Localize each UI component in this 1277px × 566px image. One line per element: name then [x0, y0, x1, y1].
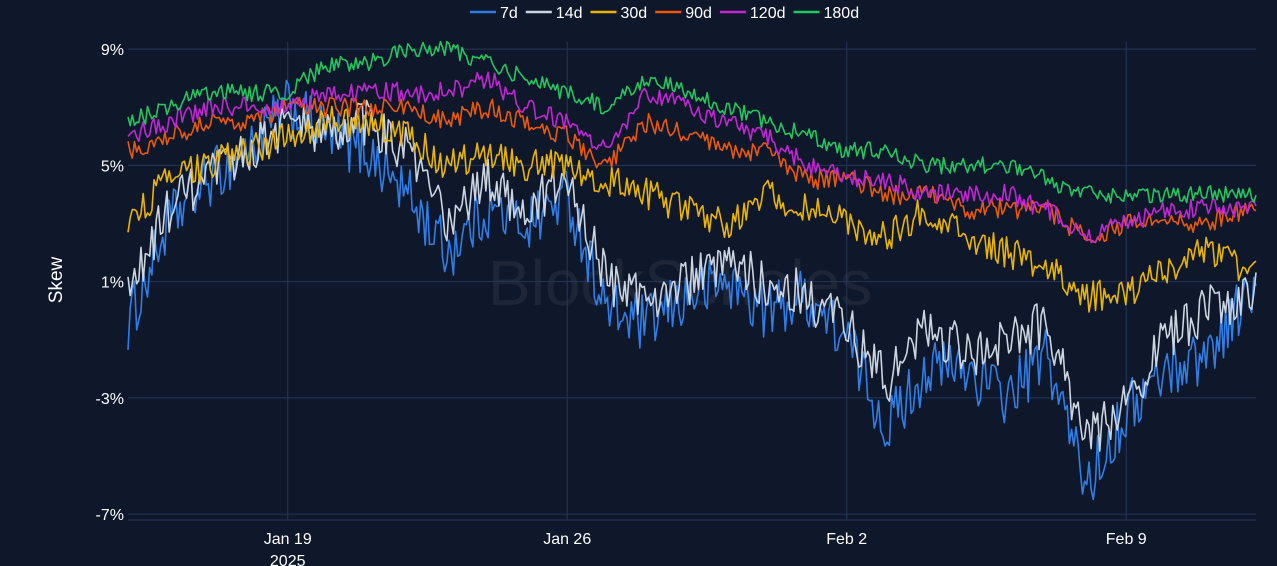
x-tick-label: Jan 26: [543, 531, 591, 548]
x-tick-label: Jan 19: [264, 531, 312, 548]
series-line-90d: [127, 96, 1257, 244]
series-line-120d: [127, 71, 1257, 244]
y-tick-label: -7%: [96, 507, 124, 524]
y-tick-label: 5%: [101, 158, 124, 175]
legend-label: 180d: [824, 5, 860, 22]
legend-item-180d[interactable]: 180d: [793, 5, 860, 22]
x-tick-sublabel: 2025: [270, 553, 306, 566]
legend-item-14d[interactable]: 14d: [525, 5, 583, 22]
y-tick-label: 1%: [101, 275, 124, 292]
legend-label: 7d: [500, 5, 518, 22]
y-tick-label: 9%: [101, 42, 124, 59]
y-axis-label: Skew: [46, 256, 67, 303]
series-line-180d: [127, 40, 1257, 204]
series-line-14d: [127, 99, 1257, 452]
series-line-30d: [127, 105, 1257, 313]
axes: -7% -3% 1% 5% 9% Jan 19 2025 Jan 26 Feb 2 Feb 9: [96, 42, 1256, 566]
legend-item-30d[interactable]: 30d: [590, 5, 648, 22]
legend-label: 14d: [556, 5, 583, 22]
x-tick-label: Feb 9: [1106, 531, 1147, 548]
legend[interactable]: 7d 14d 30d 90d 120d 180d: [470, 5, 859, 22]
legend-item-120d[interactable]: 120d: [719, 5, 786, 22]
grid: [128, 42, 1256, 520]
legend-label: 120d: [750, 5, 786, 22]
series-lines: [127, 40, 1257, 501]
legend-label: 90d: [685, 5, 712, 22]
legend-item-7d[interactable]: 7d: [470, 5, 518, 22]
x-tick-label: Feb 2: [826, 531, 867, 548]
legend-label: 30d: [621, 5, 648, 22]
y-tick-label: -3%: [96, 391, 124, 408]
legend-item-90d[interactable]: 90d: [655, 5, 712, 22]
